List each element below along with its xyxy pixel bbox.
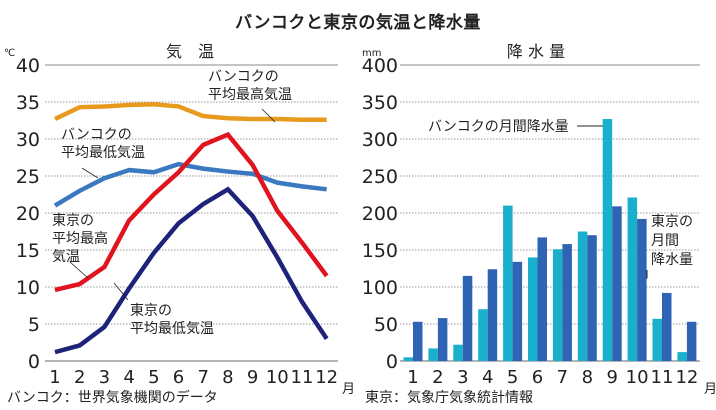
bar-tokyo xyxy=(686,321,697,361)
series-line-tokyo-max xyxy=(54,131,329,293)
annotation-label: 降水量 xyxy=(651,252,693,268)
bar-tokyo xyxy=(487,269,498,361)
temp-source-note: バンコク：世界気象機関のデータ xyxy=(7,389,218,406)
bar-tokyo xyxy=(413,321,423,361)
precip-panel-title: 降 水 量 xyxy=(507,42,565,61)
bar-bangkok xyxy=(602,119,613,362)
bar-tokyo xyxy=(537,237,547,361)
temp-y-tick-label: 30 xyxy=(16,129,40,151)
bar-tokyo xyxy=(587,235,597,361)
annotation-label: 東京の xyxy=(651,214,693,230)
temp-y-tick-label: 10 xyxy=(16,277,40,299)
series-line-bkk-max xyxy=(54,101,327,123)
temp-y-tick-label: 25 xyxy=(16,166,40,188)
temp-x-tick-label: 5 xyxy=(148,367,159,388)
temp-x-tick-label: 8 xyxy=(222,367,233,388)
temp-panel-title: 気 温 xyxy=(166,42,214,61)
annotation-leader xyxy=(646,270,648,279)
precip-source-note: 東京：気象庁気象統計情報 xyxy=(365,390,533,406)
series-line-tokyo-min xyxy=(54,186,329,355)
precip-x-tick-label: 8 xyxy=(582,367,593,388)
temp-x-tick-label: 10 xyxy=(266,367,289,388)
precip-x-tick-label: 4 xyxy=(482,367,493,388)
temp-y-tick-label: 20 xyxy=(16,203,40,225)
precip-y-tick-label: 150 xyxy=(362,240,398,262)
annotation-label: 平均最低気温 xyxy=(61,145,145,161)
temp-y-tick-label: 40 xyxy=(16,55,40,77)
precip-x-tick-label: 7 xyxy=(557,367,568,388)
precip-y-unit: mm xyxy=(362,48,381,59)
bar-tokyo xyxy=(562,244,572,361)
bar-tokyo xyxy=(462,275,473,361)
temp-y-tick-label: 15 xyxy=(16,240,40,262)
temp-y-tick-label: 5 xyxy=(28,314,40,336)
precip-y-tick-label: 50 xyxy=(374,314,398,336)
bar-tokyo xyxy=(662,292,672,361)
precip-x-tick-label: 1 xyxy=(407,367,418,388)
temp-x-unit: 月 xyxy=(342,382,355,397)
annotation-label: 平均最高 xyxy=(52,230,108,247)
bar-tokyo xyxy=(437,318,448,361)
precip-x-tick-label: 12 xyxy=(675,367,698,388)
precip-x-tick-label: 6 xyxy=(532,367,543,388)
bar-tokyo xyxy=(612,206,622,361)
precip-x-tick-label: 2 xyxy=(432,367,443,388)
bar-bangkok xyxy=(478,309,488,361)
temp-x-tick-label: 7 xyxy=(197,367,208,388)
temp-y-tick-label: 35 xyxy=(16,92,40,114)
temp-x-tick-label: 6 xyxy=(173,367,184,388)
bar-bangkok xyxy=(677,352,687,361)
precip-y-tick-label: 100 xyxy=(362,277,398,299)
precip-x-unit: 月 xyxy=(704,382,716,397)
precip-y-tick-label: 250 xyxy=(362,166,398,188)
annotation-label: 東京の xyxy=(130,303,172,319)
annotation-leader xyxy=(261,108,276,123)
annotation-leader xyxy=(69,261,89,279)
precip-x-tick-label: 9 xyxy=(606,367,617,388)
annotation-label: 月間 xyxy=(651,233,679,249)
bar-bangkok xyxy=(552,249,563,361)
annotation-label: 気温 xyxy=(52,249,80,265)
annotation-label: 平均最高気温 xyxy=(208,86,292,103)
series-line-bkk-min xyxy=(53,161,327,208)
bar-bangkok xyxy=(627,197,638,361)
temp-x-tick-label: 9 xyxy=(247,367,258,388)
annotation-label: 東京の xyxy=(52,213,94,229)
bar-bangkok xyxy=(428,348,438,361)
bar-tokyo xyxy=(637,218,647,361)
bar-bangkok xyxy=(503,205,513,361)
temp-x-tick-label: 12 xyxy=(315,367,338,388)
bar-tokyo xyxy=(512,261,523,361)
precip-y-tick-label: 350 xyxy=(362,92,398,114)
temp-y-unit: ℃ xyxy=(4,48,15,59)
temp-x-tick-label: 11 xyxy=(291,367,314,388)
bar-bangkok xyxy=(577,231,588,361)
annotation-leader xyxy=(113,282,129,301)
bar-bangkok xyxy=(528,257,538,361)
temp-y-tick-label: 0 xyxy=(28,351,40,373)
bar-bangkok xyxy=(652,318,662,361)
bar-bangkok xyxy=(403,357,413,361)
annotation-leader xyxy=(81,167,99,179)
precip-x-tick-label: 10 xyxy=(626,367,649,388)
chart-title: バンコクと東京の気温と降水量 xyxy=(235,13,481,33)
annotation-label: バンコクの xyxy=(61,127,132,143)
bar-bangkok xyxy=(453,344,463,361)
precip-x-tick-label: 3 xyxy=(457,367,468,388)
temp-x-tick-label: 1 xyxy=(49,367,60,388)
precip-y-tick-label: 200 xyxy=(362,203,398,225)
precip-y-tick-label: 0 xyxy=(386,351,398,373)
annotation-label: バンコクの月間降水量 xyxy=(428,119,569,135)
temp-x-tick-label: 4 xyxy=(123,367,134,388)
annotation-label: 平均最低気温 xyxy=(130,321,214,337)
precip-y-tick-label: 400 xyxy=(362,55,398,77)
precip-x-tick-label: 5 xyxy=(507,367,518,388)
temp-x-tick-label: 2 xyxy=(74,367,85,388)
temp-x-tick-label: 3 xyxy=(99,367,110,388)
annotation-label: バンコクの xyxy=(208,69,279,85)
precip-x-tick-label: 11 xyxy=(651,367,674,388)
precip-y-tick-label: 300 xyxy=(362,129,398,151)
